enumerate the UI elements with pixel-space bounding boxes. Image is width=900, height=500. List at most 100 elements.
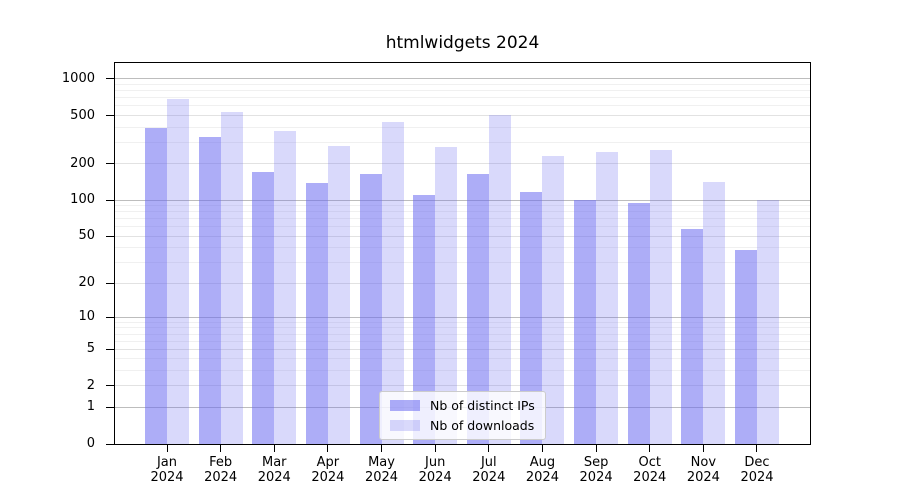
gridline-50 (115, 235, 810, 237)
x-tick-mark-jan (166, 445, 168, 452)
x-tick-year: 2024 (311, 470, 345, 485)
x-tick-year: 2024 (525, 470, 559, 485)
x-tick-year: 2024 (472, 470, 506, 485)
x-tick-year: 2024 (150, 470, 184, 485)
gridline-70 (115, 218, 810, 220)
y-tick-mark-200 (106, 163, 114, 165)
bar-distinct-ips-jan (145, 127, 167, 444)
bar-downloads-jun (435, 146, 458, 444)
x-tick-month: Apr (316, 455, 340, 470)
y-tick-mark-0 (106, 443, 114, 445)
legend-item-distinct-ips: Nb of distinct IPs (390, 398, 535, 413)
bar-distinct-ips-dec (734, 250, 757, 444)
gridline-700 (115, 97, 810, 99)
x-tick-year: 2024 (740, 470, 774, 485)
bar-distinct-ips-jun (413, 194, 436, 444)
bar-downloads-jan (167, 98, 189, 444)
x-tick-year: 2024 (364, 470, 399, 485)
x-tick-label-may: May 2024 (350, 455, 414, 485)
y-tick-label-100: 100 (70, 192, 95, 208)
gridline-10 (115, 316, 810, 318)
bar-downloads-apr (327, 146, 350, 444)
plot-area: Nb of distinct IPs Nb of downloads (114, 62, 811, 445)
gridline-20 (115, 282, 810, 284)
y-tick-label-50: 50 (78, 228, 95, 244)
x-tick-year: 2024 (633, 470, 667, 485)
gridline-5 (115, 348, 810, 350)
x-tick-mark-jun (434, 445, 436, 452)
gridline-800 (115, 90, 810, 92)
y-tick-mark-500 (106, 115, 114, 117)
legend-label-distinct-ips: Nb of distinct IPs (430, 398, 535, 413)
y-tick-label-500: 500 (70, 107, 95, 123)
y-tick-label-5: 5 (86, 341, 95, 357)
bar-downloads-may (381, 121, 404, 444)
gridline-90 (115, 205, 810, 207)
x-tick-label-jul: Jul 2024 (457, 455, 521, 485)
x-tick-month: Jan (156, 455, 178, 470)
y-tick-mark-100 (106, 199, 114, 201)
x-tick-label-sep: Sep 2024 (564, 455, 628, 485)
y-tick-label-20: 20 (78, 275, 95, 291)
x-tick-label-jun: Jun 2024 (403, 455, 467, 485)
y-tick-label-2: 2 (86, 377, 95, 393)
x-tick-month: Sep (583, 455, 609, 470)
chart-title: htmlwidgets 2024 (385, 33, 540, 53)
bar-downloads-sep (596, 152, 619, 444)
legend: Nb of distinct IPs Nb of downloads (379, 391, 546, 440)
x-tick-label-feb: Feb 2024 (189, 455, 253, 485)
legend-item-downloads: Nb of downloads (390, 418, 535, 433)
bar-downloads-feb (220, 111, 243, 444)
gridline-4 (115, 358, 810, 360)
x-tick-mark-may (381, 445, 383, 452)
x-tick-mark-nov (702, 445, 704, 452)
gridline-100 (115, 199, 810, 201)
x-tick-year: 2024 (418, 470, 452, 485)
bar-distinct-ips-aug (520, 192, 543, 444)
x-tick-mark-mar (273, 445, 275, 452)
legend-label-downloads: Nb of downloads (430, 418, 535, 433)
bar-distinct-ips-may (359, 173, 382, 444)
y-tick-mark-10 (106, 316, 114, 318)
bar-downloads-oct (649, 150, 672, 444)
y-tick-label-1: 1 (86, 399, 95, 415)
bar-distinct-ips-apr (305, 182, 328, 444)
bar-downloads-dec (756, 199, 779, 444)
gridline-600 (115, 105, 810, 107)
gridline-300 (115, 141, 810, 143)
x-tick-label-nov: Nov 2024 (671, 455, 735, 485)
y-tick-mark-50 (106, 235, 114, 237)
bar-distinct-ips-jul (466, 173, 489, 444)
bar-distinct-ips-feb (198, 137, 221, 444)
y-tick-mark-5 (106, 348, 114, 350)
gridline-30 (115, 262, 810, 264)
x-tick-mark-sep (595, 445, 597, 452)
x-tick-month: Jun (425, 455, 446, 470)
gridline-400 (115, 126, 810, 128)
x-tick-mark-apr (327, 445, 329, 452)
bar-downloads-mar (274, 130, 297, 444)
gridline-60 (115, 226, 810, 228)
gridline-40 (115, 247, 810, 249)
x-tick-year: 2024 (686, 470, 720, 485)
y-tick-label-200: 200 (70, 155, 95, 171)
x-tick-mark-aug (541, 445, 543, 452)
y-tick-label-10: 10 (78, 309, 95, 325)
gridline-8 (115, 327, 810, 329)
gridline-200 (115, 163, 810, 165)
x-tick-year: 2024 (204, 470, 238, 485)
legend-swatch-downloads (390, 420, 420, 431)
bar-distinct-ips-sep (574, 200, 597, 444)
x-tick-mark-feb (220, 445, 222, 452)
legend-swatch-distinct-ips (390, 400, 420, 411)
x-tick-month: Mar (262, 455, 287, 470)
bar-distinct-ips-oct (627, 202, 650, 444)
gridline-900 (115, 84, 810, 86)
y-tick-mark-1 (106, 406, 114, 408)
gridline-500 (115, 115, 810, 117)
gridline-2 (115, 385, 810, 387)
x-tick-month: Oct (638, 455, 661, 470)
y-tick-mark-2 (106, 385, 114, 387)
x-tick-label-jan: Jan 2024 (135, 455, 199, 485)
